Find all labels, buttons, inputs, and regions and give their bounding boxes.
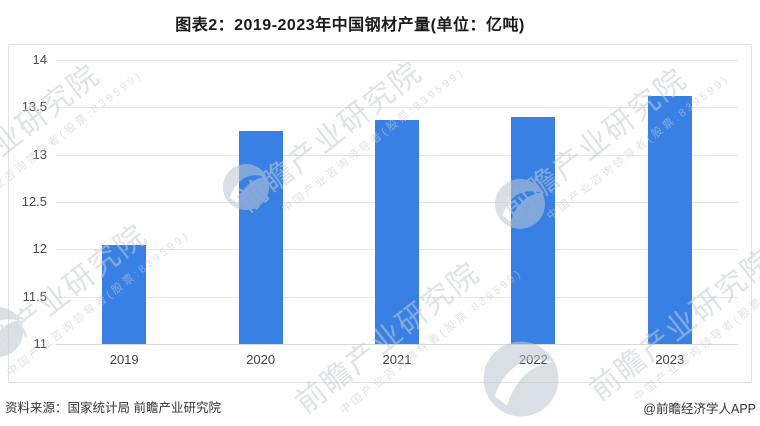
chart-title: 图表2：2019-2023年中国钢材产量(单位：亿吨) [175, 17, 525, 34]
y-tick-label: 12.5 [21, 194, 47, 209]
bar-2022 [511, 116, 556, 344]
chart-area: 11 11.5 12 12.5 13 13.5 14 2019 2020 2021 2022 2023 [8, 44, 752, 383]
x-tick-label-2019: 2019 [109, 352, 139, 367]
y-tick-label: 14 [32, 52, 47, 67]
y-tick-label: 11.5 [22, 288, 47, 304]
y-tick-label: 13.5 [21, 99, 47, 115]
bar-2021 [375, 119, 419, 344]
y-tick-label: 13 [32, 146, 47, 162]
source-text: 资料来源：国家统计局 前瞻产业研究院 [5, 401, 221, 415]
bar-2023 [647, 95, 692, 344]
x-tick-label-2022: 2022 [518, 352, 548, 367]
x-axis-line [56, 344, 738, 345]
x-tick-label-2021: 2021 [382, 352, 412, 367]
y-tick-label: 12 [32, 241, 47, 257]
credit-text: @前瞻经济学人APP [643, 402, 756, 416]
x-tick-label-2020: 2020 [246, 352, 276, 367]
gridline [56, 107, 738, 109]
bar-2020 [238, 131, 283, 344]
x-tick-label-2023: 2023 [655, 352, 685, 367]
y-tick-label: 11 [33, 336, 48, 351]
bar-2019 [102, 244, 147, 344]
plot-area: 11 11.5 12 12.5 13 13.5 14 2019 2020 2021 2022 2023 [9, 45, 751, 382]
gridline [56, 60, 738, 61]
